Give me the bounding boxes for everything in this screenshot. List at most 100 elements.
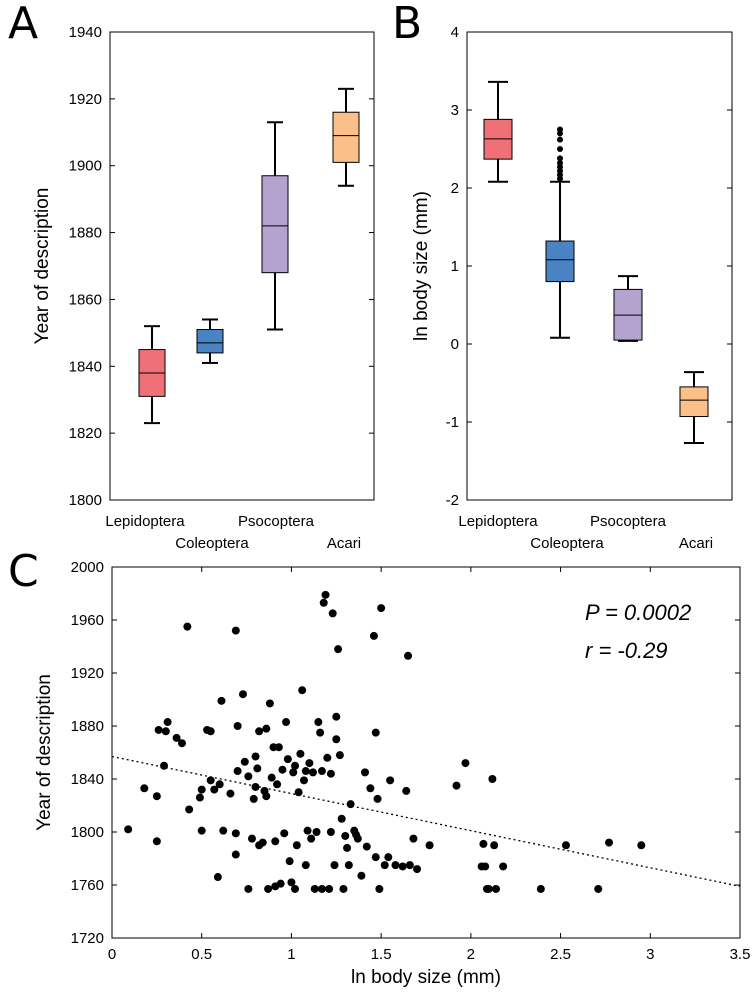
y-tick-label: 1800 (71, 824, 104, 841)
data-point (276, 879, 285, 888)
data-point (499, 862, 508, 871)
data-point (215, 780, 224, 789)
x-tick-label: 0 (108, 946, 116, 963)
chart-b-body-size-by-order: -2 -1 0 1 2 3 4 Lepidoptera Coleoptera Psocoptera… (411, 24, 733, 552)
data-point (335, 751, 344, 760)
data-point (226, 789, 235, 798)
data-point (346, 800, 355, 809)
data-point (317, 884, 326, 893)
x-tick-label: 3.5 (730, 946, 751, 963)
chart-a-year-by-order: 1800 1820 1840 1860 1880 1900 1920 1940 Lepidopt… (32, 24, 375, 552)
data-point (605, 838, 614, 847)
data-point (251, 752, 260, 761)
y-tick-label: 1800 (69, 492, 102, 509)
data-point (140, 784, 149, 793)
category-label: Lepidoptera (458, 513, 538, 530)
data-point (373, 794, 382, 803)
data-point (265, 699, 274, 708)
data-point (344, 861, 353, 870)
data-point (238, 690, 247, 699)
y-axis-title: Year of description (34, 674, 55, 831)
p-value-annotation: P = 0.0002 (585, 600, 691, 625)
panel-letter-b: B (392, 0, 422, 49)
category-label: Psocoptera (590, 513, 667, 530)
y-tick-label: 3 (451, 102, 459, 119)
x-tick-label: 3 (646, 946, 654, 963)
x-tick-label: 1.5 (371, 946, 392, 963)
data-point (160, 761, 169, 770)
data-point (291, 884, 300, 893)
data-point (409, 834, 418, 843)
data-point (206, 727, 215, 736)
data-point (298, 686, 307, 695)
data-point (308, 768, 317, 777)
data-point (273, 780, 282, 789)
data-point (594, 884, 603, 893)
data-point (210, 785, 219, 794)
x-axis-title: ln body size (mm) (351, 967, 501, 988)
data-point (404, 651, 413, 660)
data-point (536, 884, 545, 893)
data-point (312, 828, 321, 836)
data-point (233, 722, 242, 730)
outlier-point (557, 146, 563, 152)
y-tick-label: 4 (451, 24, 459, 41)
x-tick-label: 1 (287, 946, 295, 963)
category-label: Acari (679, 535, 713, 552)
data-point (405, 861, 414, 870)
category-label: Psocoptera (238, 513, 315, 530)
outlier-point (557, 136, 563, 143)
y-tick-label: 0 (451, 336, 459, 353)
data-point (491, 884, 500, 893)
data-point (231, 829, 240, 838)
data-point (262, 724, 271, 733)
data-point (481, 862, 490, 871)
data-point (384, 853, 393, 862)
data-point (479, 839, 488, 848)
data-point (561, 841, 570, 850)
data-point (247, 834, 256, 843)
data-point (326, 828, 335, 836)
data-point (217, 696, 226, 705)
data-point (267, 773, 276, 782)
data-point (197, 785, 206, 794)
data-point (360, 768, 369, 777)
data-point (637, 841, 646, 850)
data-point (124, 825, 133, 834)
data-point (357, 871, 366, 880)
data-point (161, 727, 170, 736)
data-point (330, 861, 339, 870)
category-label: Coleoptera (175, 535, 249, 552)
data-point (183, 622, 192, 631)
data-point (253, 764, 262, 773)
data-point (317, 767, 326, 776)
data-point (233, 767, 242, 776)
y-tick-label: 1920 (71, 665, 104, 682)
y-tick-label: 1880 (69, 225, 102, 242)
data-point (339, 884, 348, 893)
y-tick-label: 1820 (69, 425, 102, 442)
data-point (287, 878, 296, 887)
data-point (249, 794, 258, 803)
y-tick-label: 1880 (71, 718, 104, 735)
data-point (292, 841, 301, 850)
category-label: Lepidoptera (105, 513, 185, 530)
data-point (285, 857, 294, 866)
data-point (386, 776, 395, 785)
data-point (177, 739, 186, 748)
data-point (195, 793, 204, 802)
data-point (366, 784, 375, 793)
plot-frame (109, 31, 375, 501)
r-value-annotation: r = -0.29 (585, 638, 668, 663)
data-point (278, 765, 287, 774)
data-point (425, 841, 434, 850)
x-tick-label: 0.5 (191, 946, 212, 963)
data-point (280, 829, 289, 838)
data-point (398, 862, 407, 871)
y-tick-label: 1 (451, 258, 459, 275)
data-point (172, 733, 181, 742)
data-point (380, 861, 389, 870)
data-point (251, 782, 260, 791)
data-point (244, 772, 253, 781)
